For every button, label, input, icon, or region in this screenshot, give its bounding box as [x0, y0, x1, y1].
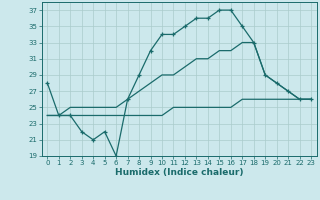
X-axis label: Humidex (Indice chaleur): Humidex (Indice chaleur): [115, 168, 244, 177]
